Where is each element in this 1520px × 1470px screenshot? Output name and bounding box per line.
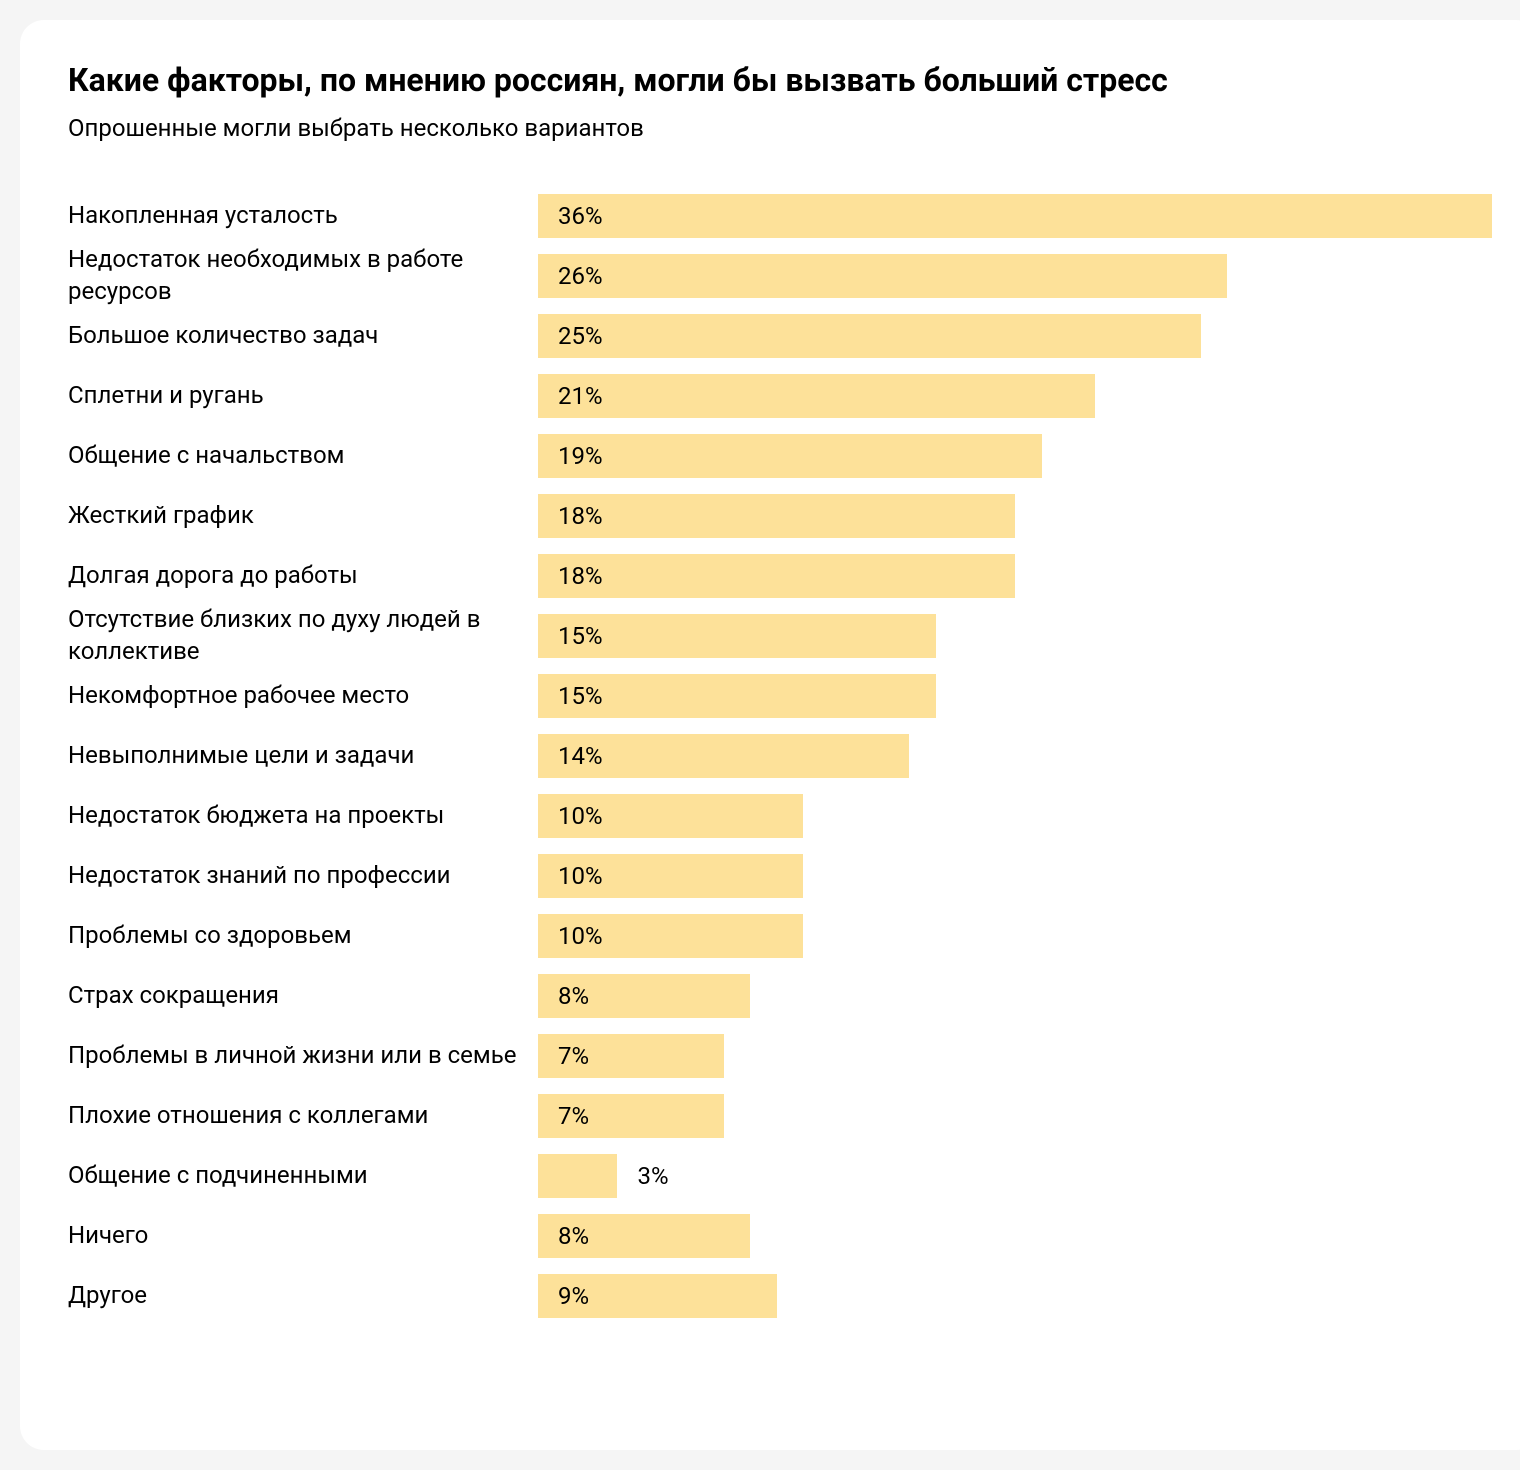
row-value: 7% — [558, 1102, 589, 1130]
chart-title: Какие факторы, по мнению россиян, могли … — [68, 60, 1492, 102]
row-bar-area: 36% — [538, 194, 1492, 238]
row-value: 18% — [558, 562, 603, 590]
chart-row: Недостаток бюджета на проекты 10% — [68, 786, 1492, 846]
chart-row: Страх сокращения 8% — [68, 966, 1492, 1026]
chart-row: Большое количество задач 25% — [68, 306, 1492, 366]
row-value: 10% — [558, 922, 603, 950]
row-bar: 7% — [538, 1034, 724, 1078]
row-bar-area: 14% — [538, 734, 1492, 778]
row-value: 10% — [558, 802, 603, 830]
row-bar: 10% — [538, 854, 803, 898]
row-label: Недостаток знаний по профессии — [68, 860, 538, 891]
row-bar-area: 8% — [538, 1214, 1492, 1258]
row-value: 7% — [558, 1042, 589, 1070]
row-value: 15% — [558, 622, 603, 650]
chart-row: Долгая дорога до работы 18% — [68, 546, 1492, 606]
row-value: 9% — [558, 1282, 589, 1310]
row-value: 14% — [558, 742, 603, 770]
row-bar-area: 25% — [538, 314, 1492, 358]
row-label: Проблемы со здоровьем — [68, 920, 538, 951]
chart-row: Невыполнимые цели и задачи 14% — [68, 726, 1492, 786]
chart-row: Жесткий график 18% — [68, 486, 1492, 546]
row-value: 15% — [558, 682, 603, 710]
chart-row: Недостаток знаний по профессии 10% — [68, 846, 1492, 906]
chart-row: Отсутствие близких по духу людей в колле… — [68, 606, 1492, 666]
row-bar: 14% — [538, 734, 909, 778]
chart-row: Проблемы со здоровьем 10% — [68, 906, 1492, 966]
row-bar: 15% — [538, 674, 936, 718]
row-value: 19% — [558, 442, 603, 470]
chart-subtitle: Опрошенные могли выбрать несколько вариа… — [68, 114, 1492, 142]
row-bar: 15% — [538, 614, 936, 658]
row-bar: 8% — [538, 974, 750, 1018]
row-label: Плохие отношения с коллегами — [68, 1100, 538, 1131]
row-bar-area: 8% — [538, 974, 1492, 1018]
row-label: Другое — [68, 1280, 538, 1311]
chart-rows: Накопленная усталость 36% Недостаток необх… — [68, 186, 1492, 1326]
row-value: 18% — [558, 502, 603, 530]
row-bar-area: 19% — [538, 434, 1492, 478]
row-bar-area: 15% — [538, 674, 1492, 718]
row-label: Накопленная усталость — [68, 200, 538, 231]
row-label: Некомфортное рабочее место — [68, 680, 538, 711]
row-bar: 36% — [538, 194, 1492, 238]
chart-row: Проблемы в личной жизни или в семье 7% — [68, 1026, 1492, 1086]
row-bar — [538, 1154, 617, 1198]
chart-card: Какие факторы, по мнению россиян, могли … — [20, 20, 1520, 1450]
row-label: Невыполнимые цели и задачи — [68, 740, 538, 771]
chart-row: Другое 9% — [68, 1266, 1492, 1326]
row-label: Общение с подчиненными — [68, 1160, 538, 1191]
row-value: 10% — [558, 862, 603, 890]
chart-row: Накопленная усталость 36% — [68, 186, 1492, 246]
row-bar-area: 3% — [538, 1154, 1492, 1198]
row-label: Ничего — [68, 1220, 538, 1251]
row-bar-area: 10% — [538, 794, 1492, 838]
row-bar-area: 7% — [538, 1094, 1492, 1138]
chart-row: Общение с подчиненными 3% — [68, 1146, 1492, 1206]
row-value: 8% — [558, 1222, 589, 1250]
row-bar: 18% — [538, 494, 1015, 538]
row-value: 21% — [558, 382, 603, 410]
row-label: Отсутствие близких по духу людей в колле… — [68, 604, 538, 666]
row-bar: 18% — [538, 554, 1015, 598]
row-bar: 25% — [538, 314, 1201, 358]
row-bar-area: 26% — [538, 254, 1492, 298]
row-bar: 26% — [538, 254, 1227, 298]
row-bar-area: 10% — [538, 854, 1492, 898]
row-value: 36% — [558, 202, 603, 230]
row-bar-area: 9% — [538, 1274, 1492, 1318]
row-value: 26% — [558, 262, 603, 290]
row-bar-area: 21% — [538, 374, 1492, 418]
row-value: 3% — [617, 1162, 668, 1190]
row-label: Долгая дорога до работы — [68, 560, 538, 591]
row-bar: 10% — [538, 914, 803, 958]
row-label: Недостаток необходимых в работе ресурсов — [68, 244, 538, 306]
row-bar: 9% — [538, 1274, 777, 1318]
chart-row: Плохие отношения с коллегами 7% — [68, 1086, 1492, 1146]
row-label: Недостаток бюджета на проекты — [68, 800, 538, 831]
row-bar: 21% — [538, 374, 1095, 418]
row-bar-area: 7% — [538, 1034, 1492, 1078]
row-label: Общение с начальством — [68, 440, 538, 471]
chart-row: Сплетни и ругань 21% — [68, 366, 1492, 426]
row-value: 25% — [558, 322, 603, 350]
chart-row: Некомфортное рабочее место 15% — [68, 666, 1492, 726]
row-label: Сплетни и ругань — [68, 380, 538, 411]
row-bar: 19% — [538, 434, 1042, 478]
row-bar: 8% — [538, 1214, 750, 1258]
chart-row: Общение с начальством 19% — [68, 426, 1492, 486]
chart-row: Ничего 8% — [68, 1206, 1492, 1266]
row-bar: 7% — [538, 1094, 724, 1138]
row-value: 8% — [558, 982, 589, 1010]
row-label: Страх сокращения — [68, 980, 538, 1011]
chart-row: Недостаток необходимых в работе ресурсов… — [68, 246, 1492, 306]
row-label: Большое количество задач — [68, 320, 538, 351]
row-bar: 10% — [538, 794, 803, 838]
row-label: Жесткий график — [68, 500, 538, 531]
row-bar-area: 15% — [538, 614, 1492, 658]
row-bar-area: 18% — [538, 554, 1492, 598]
row-bar-area: 18% — [538, 494, 1492, 538]
row-label: Проблемы в личной жизни или в семье — [68, 1040, 538, 1071]
row-bar-area: 10% — [538, 914, 1492, 958]
